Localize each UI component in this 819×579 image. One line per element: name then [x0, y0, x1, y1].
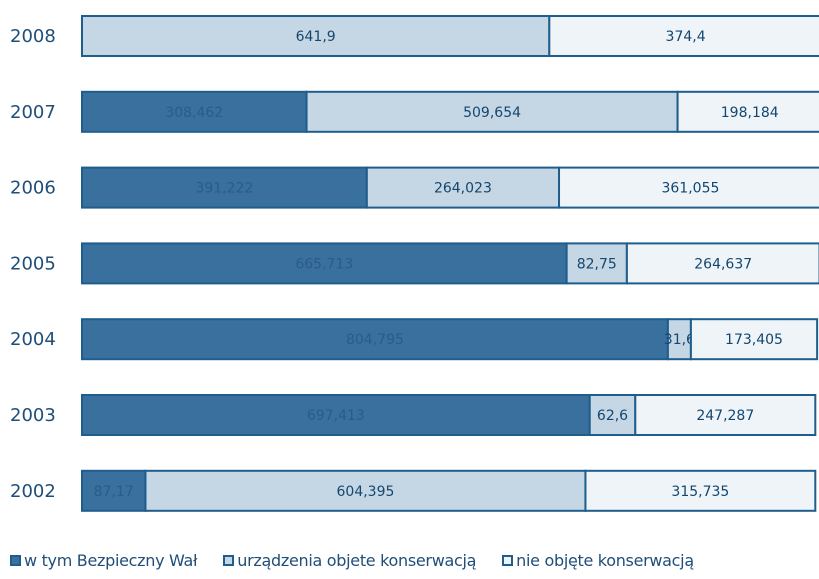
data-label: 315,735	[671, 484, 729, 500]
bar-segment	[305, 90, 679, 133]
data-label: 697,413	[307, 408, 365, 424]
category-label: 2008	[10, 26, 56, 47]
bar-segment	[548, 15, 819, 57]
data-label: 82,75	[577, 256, 617, 272]
bar-segment	[689, 318, 819, 361]
category-label: 2002	[10, 481, 56, 502]
data-label: 391,222	[195, 181, 253, 197]
category-label: 2006	[10, 178, 56, 199]
legend-item-series-3: nie objęte konserwacją	[502, 551, 694, 570]
legend: w tym Bezpieczny Wał urządzenia objete k…	[10, 549, 720, 571]
data-label: 247,287	[696, 408, 754, 424]
bar-segment	[625, 242, 819, 285]
data-label: 173,405	[725, 332, 783, 348]
category-label: 2004	[10, 329, 56, 350]
data-label: 665,713	[295, 256, 353, 272]
bar-segment	[81, 90, 308, 133]
data-label: 31,6	[664, 332, 695, 348]
bar-segment	[565, 242, 628, 285]
data-label: 604,395	[337, 484, 395, 500]
data-label: 509,654	[463, 105, 521, 121]
bar-segment	[676, 90, 819, 133]
data-label: 361,055	[661, 181, 719, 197]
bar-segment	[588, 394, 637, 436]
legend-label-series-3: nie objęte konserwacją	[516, 550, 694, 570]
data-label: 62,6	[597, 408, 628, 424]
data-label: 264,023	[434, 181, 492, 197]
data-label: 641,9	[296, 29, 336, 45]
bar-segment	[558, 166, 819, 209]
legend-swatch-series-1	[10, 554, 21, 566]
data-label: 308,462	[165, 105, 223, 121]
legend-swatch-series-2	[223, 554, 235, 566]
bar-segment	[144, 469, 587, 512]
data-label: 264,637	[694, 256, 752, 272]
category-label: 2007	[10, 102, 56, 123]
legend-swatch-series-3	[502, 554, 514, 566]
bar-segment	[584, 469, 817, 512]
data-label: 87,17	[94, 484, 134, 500]
legend-item-series-1: w tym Bezpieczny Wał	[10, 550, 198, 570]
data-label: 804,795	[346, 332, 404, 348]
data-label: 374,4	[666, 29, 706, 45]
category-label: 2005	[10, 253, 56, 274]
legend-label-series-2: urządzenia objete konserwacją	[237, 550, 477, 570]
legend-item-series-2: urządzenia objete konserwacją	[223, 551, 476, 570]
bar-segment	[634, 394, 817, 436]
bar-segment	[81, 242, 568, 285]
bar-segment	[81, 15, 551, 57]
data-label: 198,184	[721, 105, 779, 121]
bar-segment	[81, 469, 147, 512]
bar-segment	[81, 318, 669, 361]
category-label: 2003	[10, 405, 56, 426]
legend-label-series-1: w tym Bezpieczny Wał	[24, 550, 198, 570]
